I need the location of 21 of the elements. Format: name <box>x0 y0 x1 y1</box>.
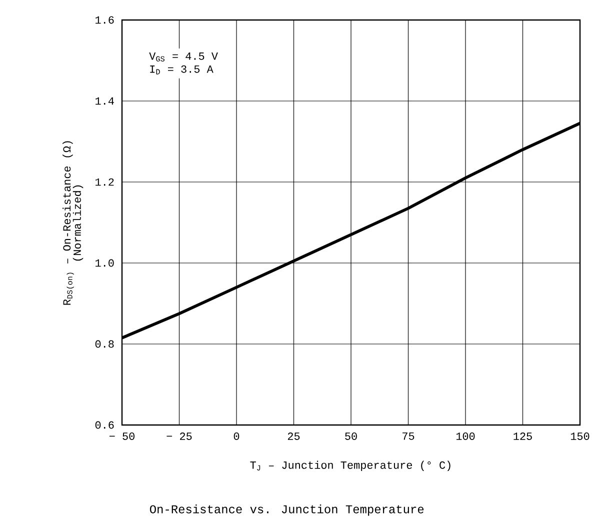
text: (Normalized) <box>72 185 84 261</box>
y-tick-label: 0.6 <box>95 421 114 429</box>
x-tick-label: 25 <box>288 432 300 440</box>
annotation: V$_{GS}$ = 4.5 V <box>149 52 218 62</box>
annotation: I$_{D}$ = 3.5 A <box>150 65 214 74</box>
text: R$_{DS(on)}$ – On-Resistance (Ω) <box>62 141 74 305</box>
y-tick-label: 1.2 <box>96 178 114 186</box>
x-tick-label: 125 <box>514 432 532 440</box>
y-tick-label: 1.0 <box>96 259 114 267</box>
text: On-Resistance vs. Junction Temperature <box>150 504 424 516</box>
y-tick-label: 0.8 <box>95 340 114 348</box>
x-tick-label: 150 <box>570 432 590 440</box>
x-axis-title: T$_{J}$ – Junction Temperature (° C) <box>250 460 450 472</box>
x-tick-label: 100 <box>456 432 475 440</box>
x-tick-label: 0 <box>234 432 240 440</box>
x-tick-label: − 50 <box>109 432 134 440</box>
x-tick-label: 50 <box>345 432 357 440</box>
y-tick-label: 1.6 <box>96 16 114 24</box>
x-tick-label: 75 <box>402 432 414 440</box>
x-tick-label: − 25 <box>166 432 192 440</box>
y-tick-label: 1.4 <box>96 97 114 105</box>
